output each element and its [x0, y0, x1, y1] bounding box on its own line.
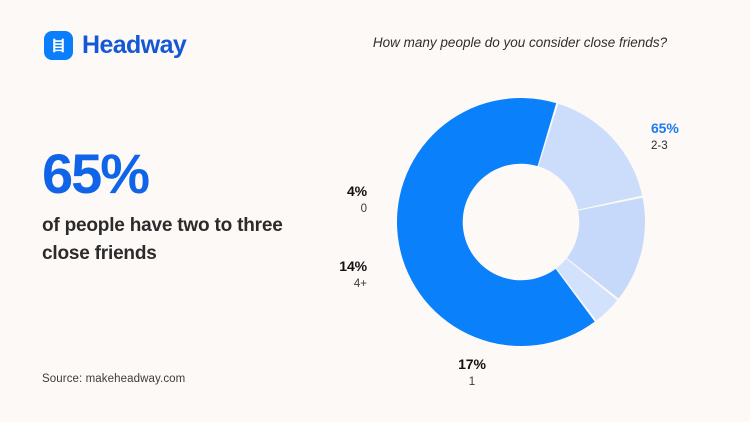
- donut-chart: [396, 97, 646, 347]
- donut-callout-4-plus: 14% 4+: [297, 258, 367, 291]
- source-attribution: Source: makeheadway.com: [42, 373, 186, 385]
- callout-value: 14%: [339, 258, 367, 274]
- donut-slice-2-3: [397, 97, 595, 346]
- callout-value: 17%: [458, 356, 486, 372]
- headline-percentage: 65%: [42, 142, 150, 205]
- brand-wordmark: Headway: [82, 31, 187, 59]
- callout-category: 4+: [353, 277, 367, 290]
- donut-callout-1: 17% 1: [437, 356, 507, 389]
- donut-callout-0: 4% 0: [307, 183, 367, 216]
- ladder-book-icon: [44, 31, 73, 60]
- callout-category: 1: [468, 375, 476, 388]
- callout-category: 2-3: [651, 139, 668, 152]
- donut-callout-2-3: 65% 2-3: [651, 120, 679, 153]
- chart-title: How many people do you consider close fr…: [372, 35, 668, 50]
- callout-category: 0: [360, 202, 367, 215]
- callout-value: 4%: [346, 183, 367, 199]
- donut-slice-4-: [566, 197, 645, 299]
- donut-slice-1: [538, 103, 643, 210]
- callout-value: 65%: [651, 120, 679, 136]
- donut-chart-svg: [397, 97, 645, 346]
- headline-description: of people have two to three close friend…: [42, 215, 283, 264]
- brand-logo: Headway: [44, 31, 187, 60]
- donut-slice-0: [556, 258, 618, 321]
